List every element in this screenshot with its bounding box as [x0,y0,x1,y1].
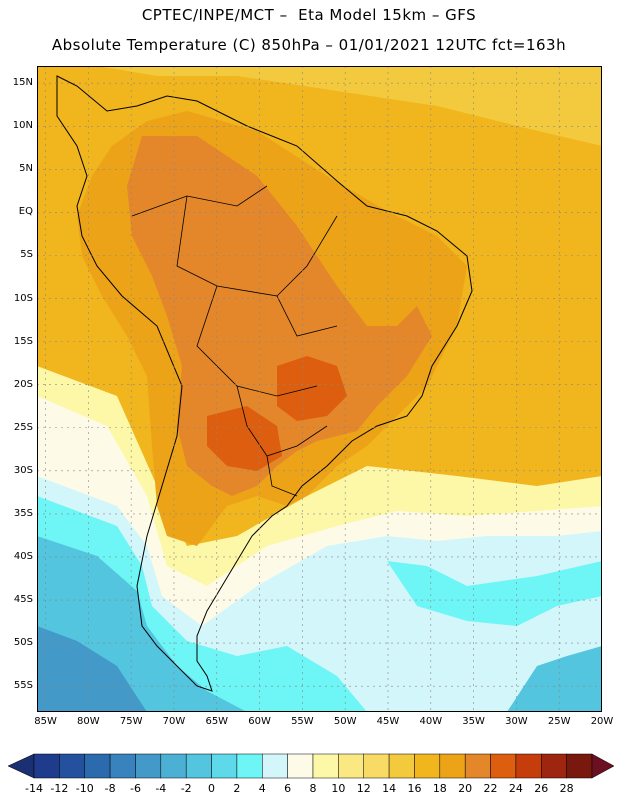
colorbar-swatch [109,753,136,779]
lat-label: 5S [20,249,33,261]
temperature-map [37,66,602,712]
colorbar-tick-label: 20 [458,782,473,795]
lat-label: 25S [13,421,33,433]
lat-label: 10S [13,292,33,304]
land-hottest-core [277,356,347,421]
map-subtitle: Absolute Temperature (C) 850hPa – 01/01/… [51,36,567,54]
lon-label: 70W [162,716,186,727]
colorbar-tick-label: -2 [180,782,192,795]
colorbar-swatch [287,753,314,779]
lat-label: 40S [13,550,33,562]
cyan-band [37,496,602,712]
colorbar-tick-label: 14 [382,782,397,795]
lon-label: 50W [333,716,357,727]
lat-label: 5N [19,163,33,175]
lon-label: 80W [77,716,100,727]
colorbar-swatch [312,753,339,779]
colorbar-tick-label: 4 [258,782,266,795]
temperature-colorbar [7,753,615,779]
lat-label: 55S [13,680,33,692]
lon-label: 25W [547,716,571,727]
lon-label: 85W [34,716,57,727]
colorbar-tick-label: 0 [208,782,216,795]
colorbar-tick-label: 8 [309,782,317,795]
colorbar-tick-label: 16 [407,782,422,795]
colorbar-tick-label: 2 [233,782,241,795]
colorbar-swatch [363,753,390,779]
colorbar-low-arrow [7,753,35,779]
lat-label: 35S [13,507,33,519]
colorbar-tick-label: -12 [50,782,69,795]
colorbar-swatch [33,753,60,779]
lat-label: 15S [13,335,33,347]
colorbar-tick-label: 6 [284,782,292,795]
colorbar-tick-label: 28 [559,782,574,795]
colorbar-tick-label: 18 [432,782,447,795]
colorbar-swatch [515,753,542,779]
map-border [37,66,602,712]
map-title: CPTEC/INPE/MCT – Eta Model 15km – GFS [141,6,477,24]
colorbar-tick-label: 12 [356,782,371,795]
lon-label: 30W [505,716,528,727]
colorbar-swatch [211,753,238,779]
lon-label: 65W [205,716,229,727]
continent-outline [56,75,473,692]
colorbar-tick-label: -14 [25,782,43,795]
north-ocean-field [97,66,602,146]
colorbar-swatch [490,753,517,779]
colorbar-swatch [135,753,162,779]
colorbar-swatch [388,753,415,779]
colorbar-swatch [338,753,364,779]
lon-label: 75W [119,716,143,727]
colorbar-swatch [566,753,593,779]
land-hot-field [127,136,432,496]
land-hottest-south [207,406,282,471]
lon-label: 60W [248,716,271,727]
map-canvas [37,66,602,712]
lon-label: 20W [590,716,614,727]
lon-label: 45W [376,716,400,727]
colorbar-swatch [160,753,187,779]
colorbar-tick-label: 22 [483,782,498,795]
lat-lon-gridlines [37,66,602,712]
colorbar-high-arrow [591,753,615,779]
colorbar-swatch [414,753,441,779]
colorbar-swatch [541,753,567,779]
colorbar-tick-label: -10 [75,782,94,795]
lat-label: 15N [12,77,33,89]
colorbar-swatch [464,753,491,779]
colorbar-tick-label: -8 [104,782,116,795]
teal-east-band [507,646,602,712]
colorbar-swatch [439,753,466,779]
colorbar-tick-label: 10 [331,782,346,795]
colorbar-swatch [185,753,212,779]
colorbar-swatch [84,753,111,779]
colorbar-tick-label: -6 [129,782,141,795]
deep-blue-band [37,626,147,712]
colorbar-tick-label: 24 [508,782,523,795]
lat-label: EQ [18,206,33,218]
country-borders [131,185,338,497]
colorbar-tick-label: 26 [534,782,549,795]
lon-label: 35W [462,716,485,727]
lat-label: 20S [13,378,33,390]
lon-label: 40W [419,716,443,727]
lat-label: 50S [13,637,33,649]
colorbar-swatch [59,753,85,779]
lat-label: 10N [12,120,33,132]
colorbar-tick-label: -4 [155,782,167,795]
lat-label: 45S [13,594,33,606]
lat-label: 30S [13,464,33,476]
colorbar-swatch [236,753,263,779]
colorbar-swatch [262,753,288,779]
lon-label: 55W [291,716,314,727]
